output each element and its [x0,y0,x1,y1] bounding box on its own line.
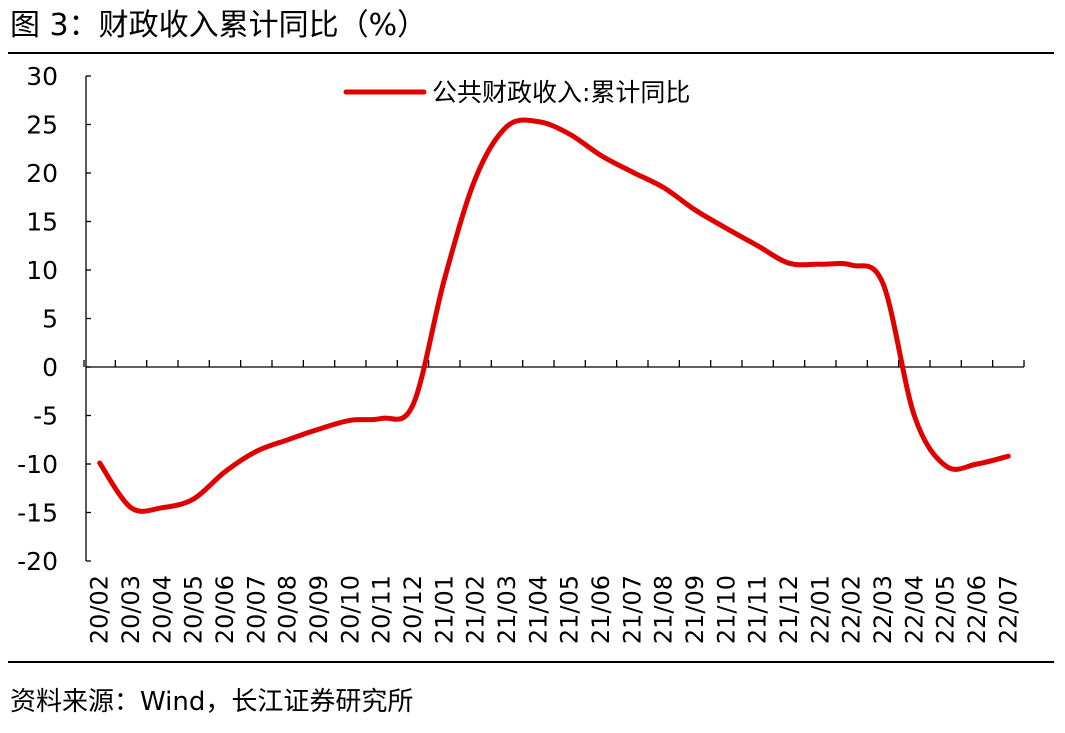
x-tick-label: 22/06 [963,575,991,644]
y-tick-label: 5 [42,305,58,334]
figure-title: 图 3：财政收入累计同比（%） [10,8,428,43]
title-rule [8,52,1054,54]
x-tick-label: 21/12 [775,575,803,644]
x-tick-label: 21/04 [524,575,552,644]
x-axis: 20/02 20/03 20/04 20/05 20/06 20/07 20/08 20/09… [83,360,1025,644]
x-tick-label: 21/01 [430,575,458,644]
y-tick-label: -20 [17,547,58,576]
y-tick-label: -5 [33,402,58,431]
legend: 公共财政收入:累计同比 [343,78,690,107]
x-tick-label: 20/08 [274,575,302,644]
x-tick-label: 20/05 [180,575,208,644]
y-tick-label: 30 [26,62,58,91]
x-tick-label: 21/03 [493,575,521,644]
x-tick-label: 22/02 [838,575,866,644]
y-tick-label: -10 [17,450,58,479]
legend-label: 公共财政收入:累计同比 [432,78,690,107]
x-tick-label: 20/04 [148,575,176,644]
series-layer [97,117,1011,514]
x-tick-label: 20/10 [336,575,364,644]
y-axis: 30 25 20 15 10 5 0 -5 -10 -15 -20 [17,62,91,576]
x-tick-label: 22/01 [806,575,834,644]
x-tick-label: 20/09 [305,575,333,644]
x-tick-label: 21/11 [744,575,772,644]
x-tick-label: 20/03 [117,575,145,644]
x-tick-label: 21/10 [712,575,740,644]
x-tick-label: 22/04 [900,575,928,644]
x-tick-label: 20/11 [368,575,396,644]
y-tick-label: 10 [26,256,58,285]
y-tick-label: -15 [17,499,58,528]
x-tick-label: 21/06 [587,575,615,644]
y-tick-label: 0 [42,353,58,382]
x-tick-label: 20/06 [211,575,239,644]
x-tick-label: 22/03 [869,575,897,644]
x-tick-label: 20/02 [86,575,114,644]
x-tick-label: 22/07 [994,575,1022,644]
series-line [97,117,1011,514]
x-tick-label: 21/05 [556,575,584,644]
source-note: 资料来源：Wind，长江证券研究所 [10,687,414,717]
y-tick-label: 20 [26,159,58,188]
x-tick-label: 21/02 [462,575,490,644]
y-tick-label: 25 [26,111,58,140]
y-tick-label: 15 [26,208,58,237]
x-tick-label: 21/09 [681,575,709,644]
x-tick-label: 22/05 [932,575,960,644]
x-tick-label: 20/07 [242,575,270,644]
source-rule [8,661,1054,663]
x-tick-label: 21/07 [618,575,646,644]
x-tick-label: 20/12 [399,575,427,644]
x-tick-label: 21/08 [650,575,678,644]
